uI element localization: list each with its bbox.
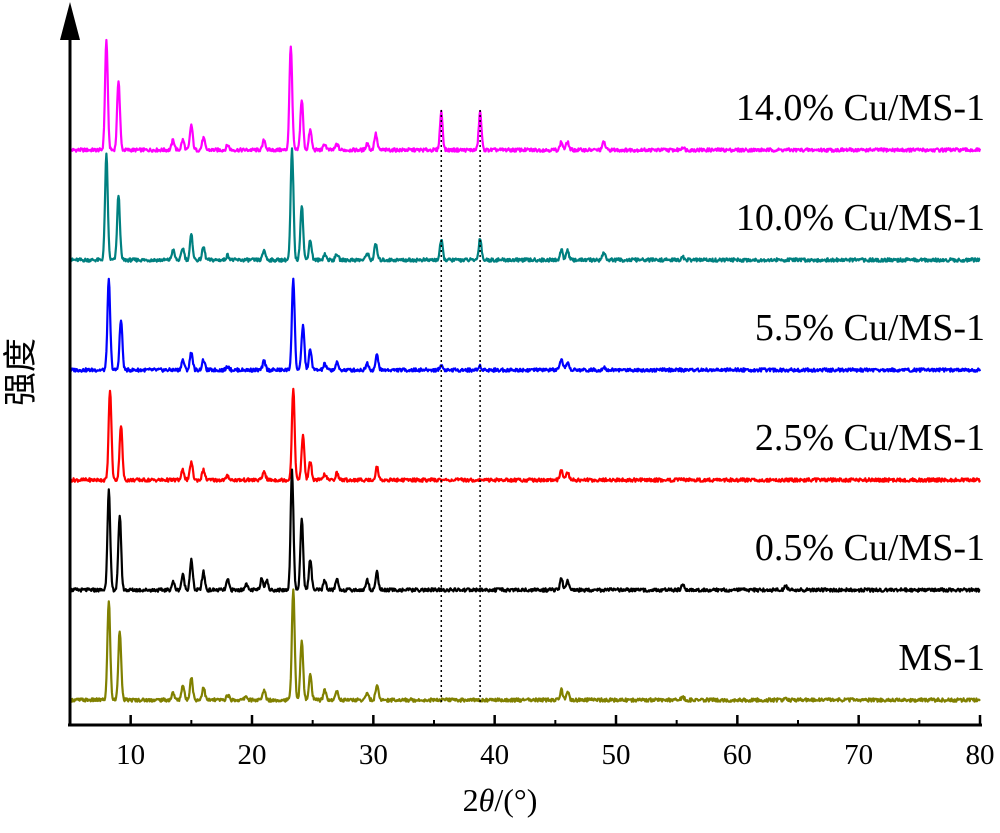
series-label: 5.5% Cu/MS-1	[755, 307, 985, 349]
reference-lines	[440, 110, 481, 705]
series-line	[68, 38, 982, 153]
series-traces	[68, 38, 982, 703]
x-tick-label: 30	[359, 739, 388, 771]
x-tick-label: 60	[723, 739, 752, 771]
x-ticks: 10 20 30 40 50 60 70 80	[116, 715, 995, 771]
x-axis-label-theta: θ	[479, 782, 495, 818]
series-labels: 14.0% Cu/MS-1 10.0% Cu/MS-1 5.5% Cu/MS-1 2.…	[736, 87, 985, 679]
series-line	[69, 468, 981, 593]
series-label: MS-1	[898, 637, 985, 679]
x-axis-label: 2θ/(°)	[463, 782, 538, 818]
x-tick-label: 70	[844, 739, 873, 771]
y-axis-label: 强度	[1, 338, 41, 406]
series-label: 2.5% Cu/MS-1	[755, 417, 985, 459]
series-label: 0.5% Cu/MS-1	[755, 527, 985, 569]
x-tick-label: 10	[116, 739, 145, 771]
x-tick-label: 80	[966, 739, 995, 771]
x-axis-label-unit: /(°)	[494, 782, 537, 818]
series-label: 10.0% Cu/MS-1	[736, 197, 985, 239]
x-axis-label-prefix: 2	[463, 782, 479, 818]
series-line	[68, 387, 982, 483]
x-tick-label: 50	[602, 739, 631, 771]
series-line	[69, 588, 981, 703]
y-axis-arrow-icon	[60, 2, 80, 40]
x-tick-label: 40	[480, 739, 509, 771]
series-line	[69, 277, 982, 373]
series-label: 14.0% Cu/MS-1	[736, 87, 985, 129]
axes	[60, 2, 982, 727]
x-tick-label: 20	[238, 739, 267, 771]
series-line	[69, 147, 981, 263]
